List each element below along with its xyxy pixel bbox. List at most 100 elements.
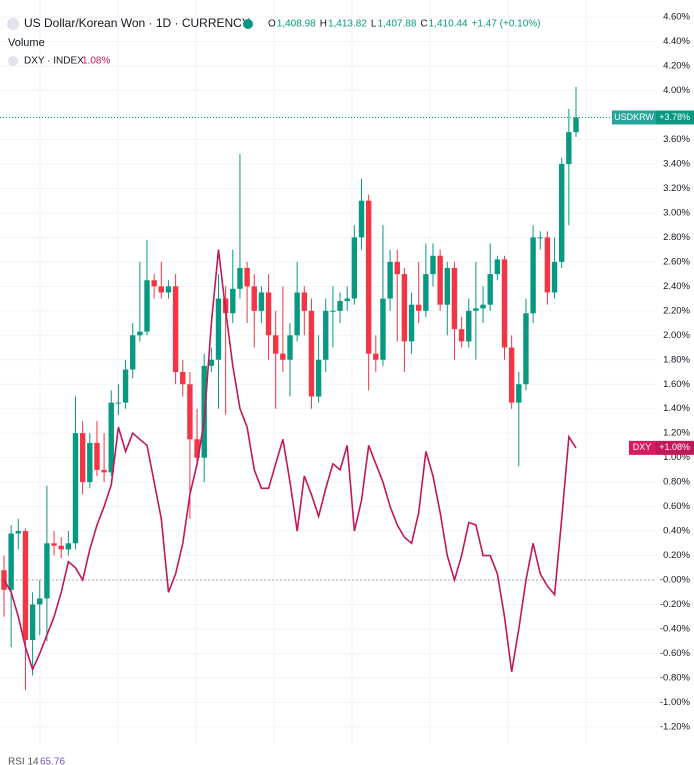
y-tick-label: 1.20%: [663, 428, 690, 439]
candle-body: [466, 310, 472, 342]
candle-body: [101, 469, 107, 473]
y-tick-label: 3.60%: [663, 134, 690, 145]
y-tick-label: 0.20%: [663, 550, 690, 561]
y-tick-label: 4.20%: [663, 61, 690, 72]
rsi-label[interactable]: RSI 14: [8, 757, 39, 765]
y-tick-label: 4.40%: [663, 36, 690, 47]
candle-body: [194, 439, 200, 458]
plot: [0, 86, 656, 691]
compare-change: 1.08%: [82, 56, 110, 67]
candle-body: [344, 298, 350, 302]
candle-body: [44, 543, 50, 599]
y-tick-label: 1.40%: [663, 403, 690, 414]
candle-body: [501, 259, 508, 348]
candle-body: [287, 335, 293, 360]
candle-body: [337, 301, 343, 311]
candle-body: [351, 237, 358, 299]
candle-body: [130, 335, 136, 370]
candle-body: [180, 372, 186, 385]
y-tick-label: 2.80%: [663, 232, 690, 243]
candle-body: [523, 313, 529, 385]
price-axis: 4.60%4.40%4.20%4.00%3.80%3.60%3.40%3.20%…: [612, 12, 694, 732]
candle-body: [416, 304, 422, 311]
market-status: [243, 19, 253, 29]
candle-body: [437, 255, 443, 305]
y-tick-label: 0.60%: [663, 501, 690, 512]
candle-body: [137, 331, 143, 336]
candle-body: [172, 286, 179, 372]
candle-body: [51, 543, 57, 546]
compare-tag-name: DXY: [633, 442, 652, 452]
candle-body: [72, 433, 79, 544]
candle-body: [94, 442, 100, 470]
candle-body: [122, 369, 129, 403]
candle-body: [566, 132, 572, 164]
candle-body: [408, 304, 415, 342]
y-tick-label: 2.40%: [663, 281, 690, 292]
candle-body: [165, 286, 172, 293]
candle-body: [544, 237, 551, 293]
legend: US Dollar/Korean Won · 1D · CURRENCY O 1,…: [7, 16, 541, 67]
candle-body: [273, 335, 279, 354]
candle-body: [358, 200, 365, 238]
candle-body: [251, 286, 257, 311]
candle-body: [244, 267, 250, 287]
candle-body: [115, 402, 122, 404]
candle-body: [301, 292, 307, 311]
candle-body: [315, 359, 322, 397]
candle-body: [308, 310, 315, 397]
candle-body: [458, 329, 465, 342]
y-tick-label: -1.20%: [660, 721, 691, 732]
y-tick-label: -0.00%: [660, 575, 691, 586]
candle-body: [508, 347, 515, 403]
price-tag-name-bg: [612, 110, 656, 125]
y-tick-label: 2.60%: [663, 256, 690, 267]
y-tick-label: 4.60%: [663, 12, 690, 23]
footer: RSI 14 65.76: [8, 757, 65, 765]
ohlc-key: H: [320, 19, 327, 30]
y-tick-label: 3.00%: [663, 207, 690, 218]
candle-body: [108, 402, 114, 473]
symbol-title[interactable]: US Dollar/Korean Won · 1D · CURRENCY: [24, 16, 250, 30]
compare-icon: [8, 56, 18, 66]
candle-body: [29, 604, 36, 640]
candle-body: [58, 545, 64, 550]
candle-body: [144, 280, 150, 332]
candle-body: [444, 267, 450, 305]
y-tick-label: -0.20%: [660, 599, 691, 610]
ohlc-value: 1,407.88: [377, 19, 416, 30]
y-tick-label: 0.40%: [663, 526, 690, 537]
candle-body: [215, 298, 222, 360]
candle-body: [258, 292, 265, 311]
candle-body: [373, 353, 379, 360]
change: +1.47 (+0.10%): [472, 19, 541, 30]
candle-body: [530, 237, 536, 314]
y-tick-label: 1.60%: [663, 379, 690, 390]
y-tick-label: -1.00%: [660, 697, 691, 708]
volume-label[interactable]: Volume: [8, 37, 45, 49]
compare-tag-name-bg: [629, 440, 656, 455]
compare-tag-value: +1.08%: [659, 442, 690, 452]
ohlc-values: O 1,408.98 H 1,413.82 L 1,407.88 C 1,410.44 +1.4…: [268, 19, 541, 30]
candle-body: [208, 359, 215, 366]
candle-body: [158, 286, 164, 293]
ohlc-key: L: [371, 19, 377, 30]
candle-body: [430, 255, 436, 275]
ohlc-key: O: [268, 19, 276, 30]
candle-body: [365, 200, 372, 354]
compare-line: [3, 249, 577, 672]
ohlc-value: 1,408.98: [277, 19, 316, 30]
y-tick-label: 4.00%: [663, 85, 690, 96]
candle-body: [187, 384, 193, 440]
y-tick-label: -0.40%: [660, 623, 691, 634]
candle-body: [280, 353, 286, 360]
rsi-value: 65.76: [40, 757, 65, 765]
candle-body: [15, 531, 21, 534]
price-tag-value: +3.78%: [659, 112, 690, 122]
y-tick-label: 2.00%: [663, 330, 690, 341]
candle-body: [65, 543, 72, 550]
candle-body: [294, 292, 300, 336]
candle-body: [494, 259, 501, 275]
ohlc-key: C: [420, 19, 427, 30]
compare-label[interactable]: DXY · INDEX: [24, 56, 84, 67]
